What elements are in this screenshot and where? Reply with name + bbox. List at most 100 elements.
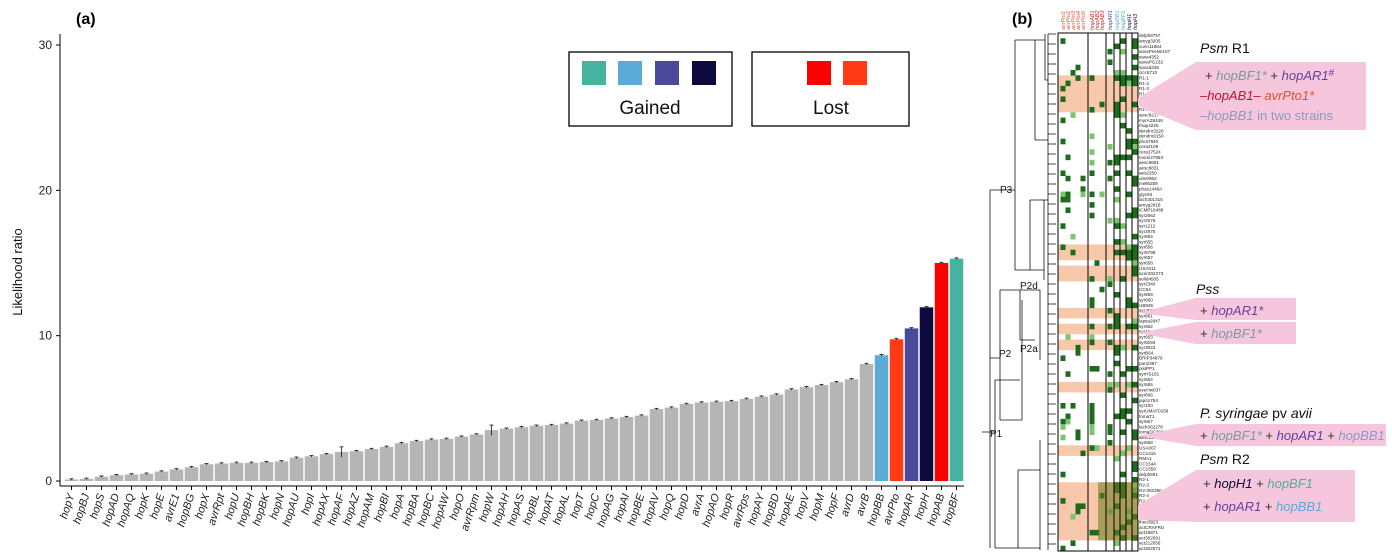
presence-cell xyxy=(1080,186,1086,192)
presence-cell xyxy=(1126,244,1132,251)
presence-cell xyxy=(1114,360,1120,367)
strain-label: R1-7 xyxy=(1139,107,1149,112)
bar-hopBH xyxy=(244,462,259,481)
strain-label: glyc84 xyxy=(1139,192,1153,197)
presence-cell xyxy=(1099,191,1105,198)
bar-hopAM xyxy=(364,449,379,481)
presence-cell xyxy=(1107,429,1113,436)
presence-cell xyxy=(1075,344,1081,351)
bar-hopO xyxy=(454,436,469,481)
presence-cell xyxy=(1065,80,1071,87)
strain-label: aesc8831 xyxy=(1139,165,1159,170)
bar-hopAT xyxy=(544,425,559,481)
presence-cell xyxy=(1089,424,1095,430)
strain-label: syr658 xyxy=(1139,261,1153,266)
presence-cell xyxy=(1060,471,1066,478)
column-header: hopBF1 xyxy=(1121,11,1127,30)
y-tick-label: 0 xyxy=(45,474,52,488)
presence-cell xyxy=(1120,371,1126,377)
strain-label: syr1212 xyxy=(1139,224,1156,229)
strain-label: delph591 xyxy=(1139,472,1158,477)
presence-cell xyxy=(1107,159,1113,166)
strain-label: phot7840 xyxy=(1139,139,1159,144)
presence-cell xyxy=(1107,371,1113,377)
heatmap-dividers xyxy=(1087,33,1133,551)
presence-cell xyxy=(1107,144,1113,150)
strain-label: pisiPP1 xyxy=(1139,366,1155,371)
bar-hopAU xyxy=(289,457,304,481)
presence-cell xyxy=(1060,244,1066,251)
presence-cell xyxy=(1114,154,1120,161)
legend-lost: Lost xyxy=(751,51,910,127)
presence-cell xyxy=(1132,54,1138,60)
presence-cell xyxy=(1120,471,1126,478)
presence-cell xyxy=(1114,413,1120,420)
bar-hopAH xyxy=(499,428,514,481)
presence-cell xyxy=(1132,461,1138,467)
bar-hopD xyxy=(679,403,694,481)
bar-hopAI xyxy=(619,417,634,481)
strain-label: sava4352 xyxy=(1139,54,1159,59)
strain-label: syr100 xyxy=(1139,403,1153,408)
strain-label: R2-1 xyxy=(1139,477,1149,482)
legend-gained: Gained xyxy=(568,51,733,127)
presence-cell xyxy=(1120,408,1126,414)
presence-cell xyxy=(1120,154,1126,161)
callout-line: + hopAR1 + hopBB1 xyxy=(1203,499,1322,514)
presence-cell xyxy=(1099,286,1105,293)
presence-cell xyxy=(1132,466,1138,473)
presence-cell xyxy=(1089,170,1095,177)
presence-cell xyxy=(1080,503,1086,510)
presence-cell xyxy=(1060,223,1066,229)
presence-cell xyxy=(1070,249,1076,256)
callout-line: + hopAR1* xyxy=(1200,303,1264,318)
bar-avrB xyxy=(859,364,874,481)
strain-label: savaPseNe107 xyxy=(1139,49,1171,54)
clade-label-p2d: P2d xyxy=(1020,281,1038,292)
strain-label: R1-3 xyxy=(1139,86,1149,91)
presence-cell xyxy=(1089,334,1095,340)
highlight-band xyxy=(1058,265,1138,282)
highlight-band xyxy=(1058,244,1138,261)
presence-cell xyxy=(1089,339,1095,346)
strain-label: syr667 xyxy=(1139,419,1153,424)
strain-label: aesc8217 xyxy=(1139,113,1159,118)
bar-hopI xyxy=(304,456,319,481)
presence-cell xyxy=(1120,38,1126,44)
presence-cell xyxy=(1132,434,1138,441)
column-header: hopAR1 xyxy=(1108,10,1114,30)
presence-cell xyxy=(1089,408,1095,414)
presence-cell xyxy=(1120,96,1126,103)
presence-cell xyxy=(1089,403,1095,409)
presence-cell xyxy=(1065,154,1071,161)
presence-cell xyxy=(1060,191,1066,198)
strain-label: lach302278 xyxy=(1139,424,1163,429)
presence-cell xyxy=(1089,202,1095,208)
presence-cell xyxy=(1089,529,1095,536)
strain-label: mell6289 xyxy=(1139,181,1158,186)
strain-label: UB935 xyxy=(1139,303,1153,308)
strain-label: R1-2 xyxy=(1139,81,1149,86)
presence-cell xyxy=(1132,212,1138,219)
strain-label: syr656 xyxy=(1139,245,1153,250)
strain-label: delph8757 xyxy=(1139,33,1161,38)
presence-cell xyxy=(1126,128,1132,134)
presence-cell xyxy=(1060,85,1066,92)
presence-cell xyxy=(1132,477,1138,483)
y-tick-label: 30 xyxy=(39,38,53,52)
presence-cell xyxy=(1132,249,1138,256)
presence-cell xyxy=(1120,48,1126,55)
presence-cell xyxy=(1120,70,1126,76)
strain-label: amyg2918 xyxy=(1139,202,1161,207)
presence-cell xyxy=(1114,70,1120,76)
presence-cell xyxy=(1089,107,1095,113)
highlight-band xyxy=(1058,307,1138,319)
strain-label: R2-5 xyxy=(1139,498,1149,503)
presence-cell xyxy=(1107,48,1113,55)
presence-cell xyxy=(1107,381,1113,388)
presence-cell xyxy=(1070,403,1076,409)
presence-cell xyxy=(1107,281,1113,288)
strain-label: syrB64 xyxy=(1139,350,1154,355)
strain-label: BRIP34876 xyxy=(1139,356,1163,361)
bar-hopQ xyxy=(664,407,679,481)
